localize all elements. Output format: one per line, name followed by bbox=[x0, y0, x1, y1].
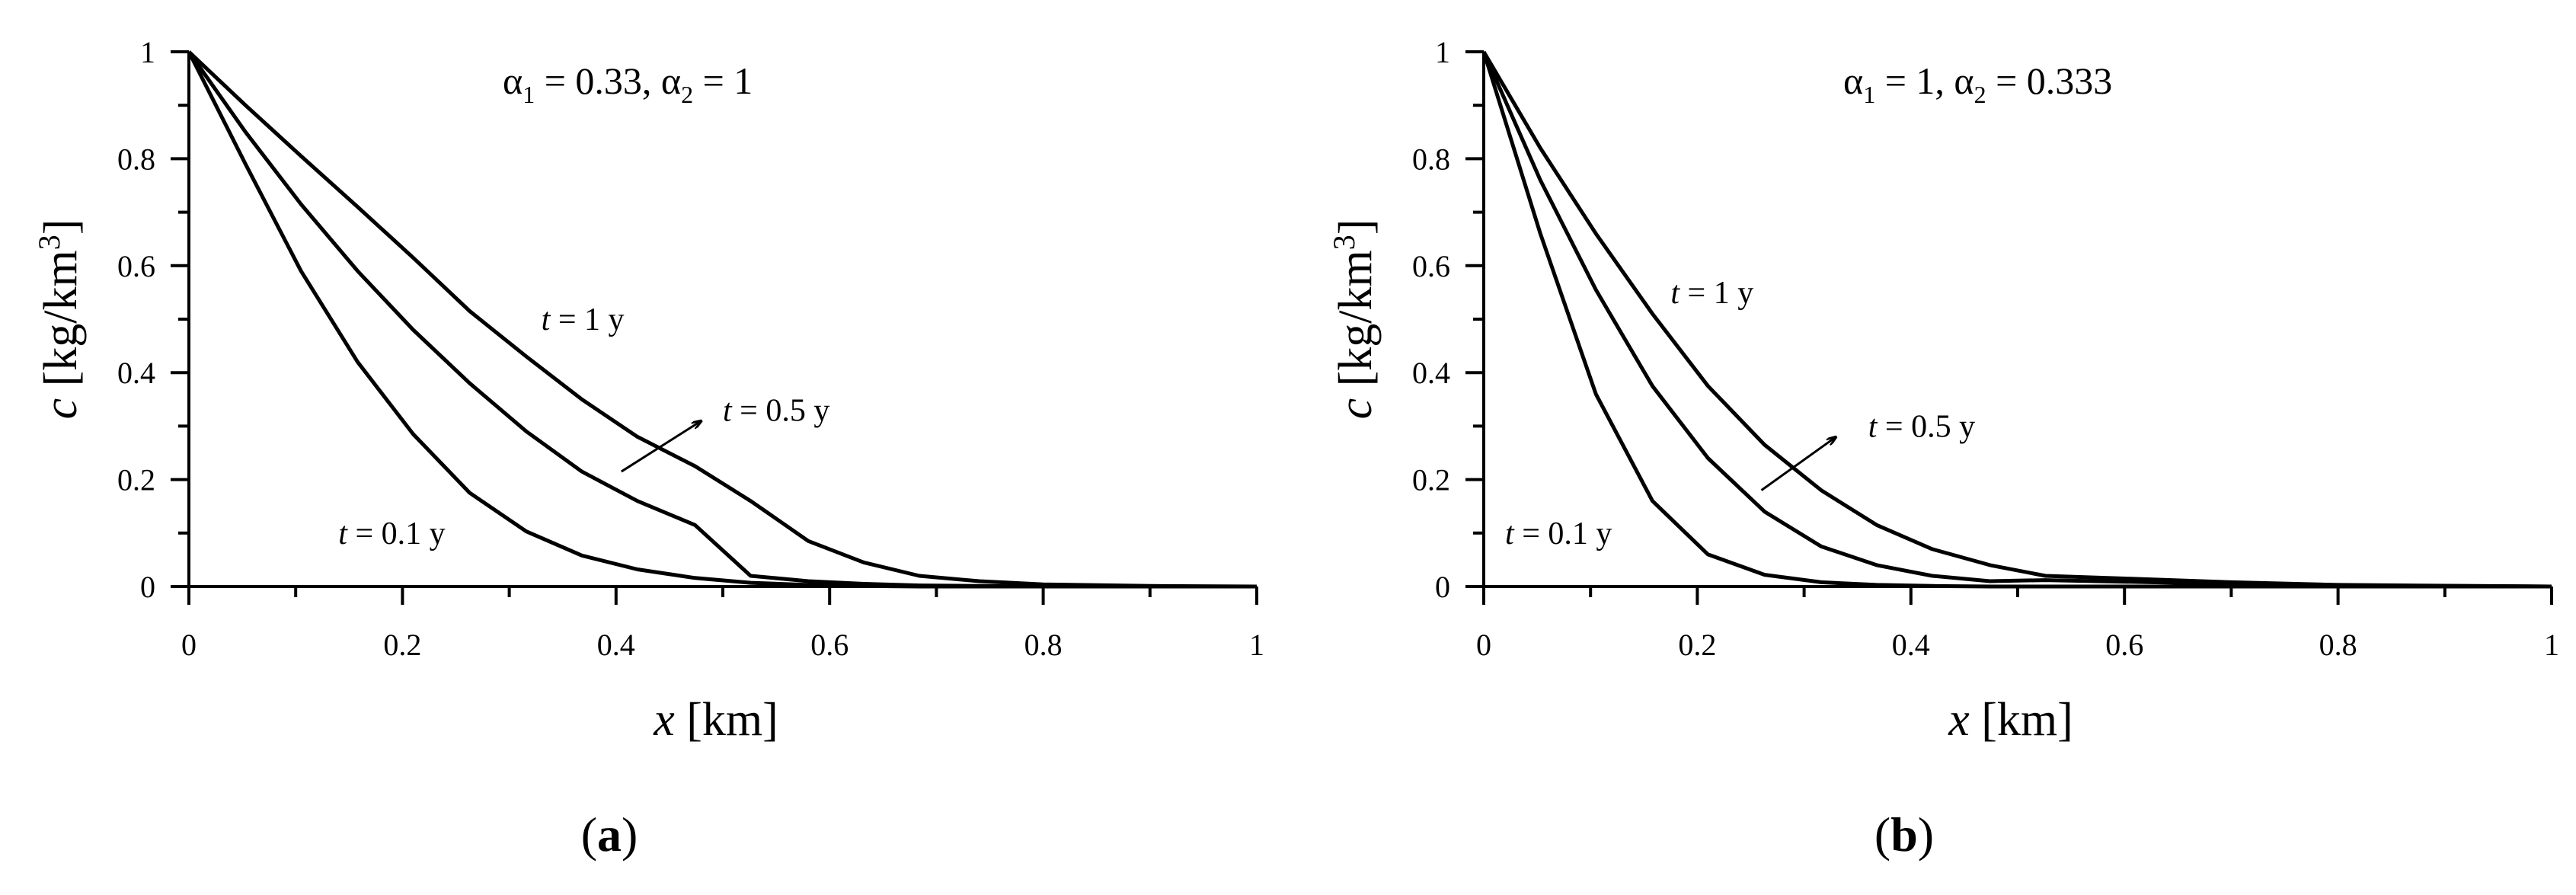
series-line-1 bbox=[187, 50, 1257, 589]
curve-annotation: t = 0.1 y bbox=[338, 516, 445, 551]
time-arrow bbox=[621, 420, 702, 473]
chart-panel-b: 0 0.2 0.4 0.6 0.8 1 0 0.2 0.4 0.6 0.8 1 t = 1 y t = 0… bbox=[1327, 35, 2559, 861]
x-tick-label: 0 bbox=[1476, 628, 1491, 662]
y-tick-label: 1 bbox=[1435, 35, 1450, 69]
curve-annotation: t = 0.5 y bbox=[723, 393, 829, 428]
x-tick-label: 0.2 bbox=[1678, 628, 1716, 662]
y-tick-label: 0.4 bbox=[1412, 356, 1450, 390]
panel-label: (b) bbox=[1874, 807, 1934, 861]
chart-panel-a: 0 0.2 0.4 0.6 0.8 1 0 0.2 0.4 0.6 0.8 1 t = 1 y t = 0… bbox=[32, 35, 1264, 861]
curve-annotation: t = 0.5 y bbox=[1868, 409, 1975, 444]
y-tick-label: 0.6 bbox=[117, 249, 155, 283]
panel-title: α1 = 0.33, α2 = 1 bbox=[503, 59, 753, 108]
x-tick-label: 0.6 bbox=[2105, 628, 2143, 662]
x-tick-label: 0.4 bbox=[597, 628, 635, 662]
y-tick-label: 1 bbox=[140, 35, 155, 69]
y-axis-label: c [kg/km3] bbox=[32, 219, 87, 420]
x-tick-label: 0.8 bbox=[2319, 628, 2357, 662]
curve-annotation: t = 0.1 y bbox=[1505, 516, 1612, 551]
x-tick-label: 1 bbox=[1249, 628, 1264, 662]
y-tick-label: 0.4 bbox=[117, 356, 155, 390]
series-line-3 bbox=[1481, 50, 2552, 589]
x-tick-label: 0.4 bbox=[1892, 628, 1930, 662]
series-line-2 bbox=[1481, 50, 2552, 589]
series-line-2 bbox=[187, 50, 1257, 589]
panel-title: α1 = 1, α2 = 0.333 bbox=[1843, 59, 2112, 108]
curve-annotation: t = 1 y bbox=[542, 302, 625, 337]
y-tick-label: 0.2 bbox=[1412, 463, 1450, 497]
x-tick-label: 0.6 bbox=[810, 628, 849, 662]
x-tick-label: 0.8 bbox=[1024, 628, 1063, 662]
x-tick-label: 0.2 bbox=[383, 628, 421, 662]
panel-label: (a) bbox=[581, 807, 638, 861]
x-tick-label: 1 bbox=[2544, 628, 2559, 662]
y-axis-label: c [kg/km3] bbox=[1327, 219, 1382, 420]
curve-annotation: t = 1 y bbox=[1670, 276, 1753, 311]
x-axis-label: x [km] bbox=[1948, 694, 2073, 746]
x-tick-label: 0 bbox=[181, 628, 197, 662]
y-tick-label: 0.8 bbox=[117, 142, 155, 176]
y-tick-label: 0.6 bbox=[1412, 249, 1450, 283]
series-line-1 bbox=[1481, 51, 2552, 589]
time-arrow bbox=[1760, 436, 1836, 491]
x-axis-label: x [km] bbox=[653, 694, 778, 746]
y-tick-label: 0.2 bbox=[117, 463, 155, 497]
y-tick-label: 0 bbox=[140, 570, 155, 604]
y-tick-label: 0.8 bbox=[1412, 142, 1450, 176]
y-tick-label: 0 bbox=[1435, 570, 1450, 604]
series-line-3 bbox=[187, 50, 1258, 589]
